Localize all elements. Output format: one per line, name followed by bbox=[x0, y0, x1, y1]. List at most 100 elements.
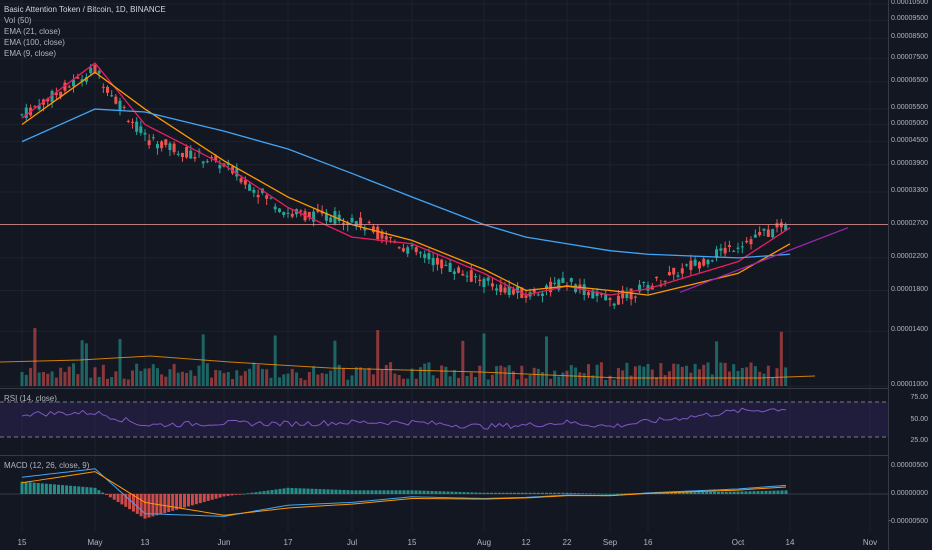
macd-pane bbox=[0, 468, 888, 519]
macd-histogram-bar bbox=[190, 494, 194, 506]
study-label-ema100[interactable]: EMA (100, close) bbox=[4, 38, 65, 47]
candle-body bbox=[457, 267, 461, 273]
candle-body bbox=[346, 222, 350, 225]
volume-bar bbox=[406, 378, 410, 386]
volume-bar bbox=[222, 373, 226, 386]
candle-body bbox=[659, 285, 663, 287]
volume-bar bbox=[67, 366, 71, 386]
volume-bar bbox=[337, 364, 341, 386]
study-label-ema9[interactable]: EMA (9, close) bbox=[4, 49, 57, 58]
candle-body bbox=[210, 156, 214, 158]
macd-histogram-bar bbox=[446, 491, 450, 494]
candle-body bbox=[143, 132, 147, 135]
candle-body bbox=[507, 286, 511, 296]
volume-bar bbox=[135, 363, 139, 386]
volume-bar bbox=[495, 366, 499, 386]
price-tick-label: 0.00003300 bbox=[891, 187, 928, 195]
macd-histogram-bar bbox=[171, 494, 175, 511]
macd-histogram-bar bbox=[302, 488, 306, 494]
candle-body bbox=[784, 224, 788, 231]
candle-body bbox=[176, 153, 180, 155]
macd-histogram-bar bbox=[206, 494, 210, 501]
macd-histogram-bar bbox=[306, 488, 310, 494]
macd-histogram-bar bbox=[378, 490, 382, 494]
candle-body bbox=[316, 209, 320, 212]
price-tick-label: 0.00008500 bbox=[891, 33, 928, 41]
study-label-ema21[interactable]: EMA (21, close) bbox=[4, 27, 61, 36]
macd-histogram-bar bbox=[143, 494, 147, 519]
candle-body bbox=[604, 294, 608, 301]
rsi-level-25: 25.00 bbox=[910, 437, 928, 444]
candle-body bbox=[427, 253, 431, 260]
volume-bar bbox=[499, 365, 503, 386]
macd-histogram-bar bbox=[581, 493, 585, 495]
candle-body bbox=[168, 143, 172, 151]
volume-bar bbox=[680, 366, 684, 386]
macd-histogram-bar bbox=[135, 494, 139, 514]
candle-body bbox=[324, 212, 328, 221]
volume-bar bbox=[578, 372, 582, 386]
macd-histogram-bar bbox=[151, 494, 155, 517]
rsi-label[interactable]: RSI (14, close) bbox=[4, 394, 57, 403]
volume-bar bbox=[265, 369, 269, 386]
macd-histogram-bar bbox=[48, 484, 52, 494]
candle-body bbox=[114, 96, 118, 104]
macd-histogram-bar bbox=[705, 491, 709, 494]
candle-body bbox=[414, 247, 418, 253]
macd-histogram-bar bbox=[466, 492, 470, 494]
volume-bar bbox=[341, 368, 345, 386]
candle-body bbox=[557, 279, 561, 290]
volume-bar bbox=[295, 372, 299, 386]
macd-level-pos: 0.00000500 bbox=[891, 462, 928, 469]
volume-bar bbox=[101, 364, 105, 386]
candle-body bbox=[239, 178, 243, 183]
volume-bar bbox=[155, 368, 159, 386]
volume-bar bbox=[333, 340, 337, 386]
macd-label[interactable]: MACD (12, 26, close, 9) bbox=[4, 461, 90, 470]
macd-histogram-bar bbox=[318, 489, 322, 494]
macd-histogram-bar bbox=[588, 493, 592, 495]
time-tick-label: 14 bbox=[785, 538, 795, 547]
volume-bar bbox=[316, 374, 320, 386]
candle-body bbox=[540, 293, 544, 297]
candle-body bbox=[702, 258, 706, 266]
volume-bar bbox=[549, 378, 553, 386]
time-tick-label: Oct bbox=[731, 538, 745, 547]
macd-histogram-bar bbox=[65, 485, 69, 494]
candle-body bbox=[256, 194, 260, 198]
volume-bar bbox=[303, 379, 307, 386]
candle-body bbox=[135, 121, 139, 132]
price-tick-label: 0.00007500 bbox=[891, 53, 928, 61]
candle-body bbox=[205, 161, 209, 163]
symbol-title[interactable]: Basic Attention Token / Bitcoin, 1D, BIN… bbox=[4, 5, 166, 14]
volume-bar bbox=[516, 379, 520, 386]
macd-histogram-bar bbox=[266, 490, 270, 494]
volume-bar bbox=[50, 371, 54, 386]
candle-body bbox=[452, 271, 456, 274]
study-label-volume[interactable]: Vol (50) bbox=[4, 16, 32, 25]
macd-histogram-bar bbox=[147, 494, 151, 518]
candle-body bbox=[771, 229, 775, 238]
volume-bar bbox=[20, 372, 24, 386]
candle-body bbox=[621, 290, 625, 299]
macd-histogram-bar bbox=[458, 491, 462, 494]
volume-bar bbox=[625, 362, 629, 386]
volume-bar bbox=[762, 373, 766, 386]
macd-histogram-bar bbox=[716, 491, 720, 494]
macd-histogram-bar bbox=[596, 493, 600, 495]
candle-body bbox=[706, 259, 710, 265]
candle-body bbox=[697, 262, 701, 269]
macd-histogram-bar bbox=[418, 490, 422, 494]
candle-body bbox=[401, 248, 405, 252]
macd-histogram-bar bbox=[402, 490, 406, 494]
macd-histogram-bar bbox=[97, 490, 101, 494]
volume-bar bbox=[528, 374, 532, 386]
candle-body bbox=[376, 226, 380, 240]
candle-body bbox=[197, 150, 201, 152]
volume-bar bbox=[507, 365, 511, 386]
volume-bar bbox=[80, 340, 84, 386]
macd-histogram-bar bbox=[214, 494, 218, 499]
volume-bar bbox=[486, 379, 490, 386]
volume-bar bbox=[740, 368, 744, 386]
